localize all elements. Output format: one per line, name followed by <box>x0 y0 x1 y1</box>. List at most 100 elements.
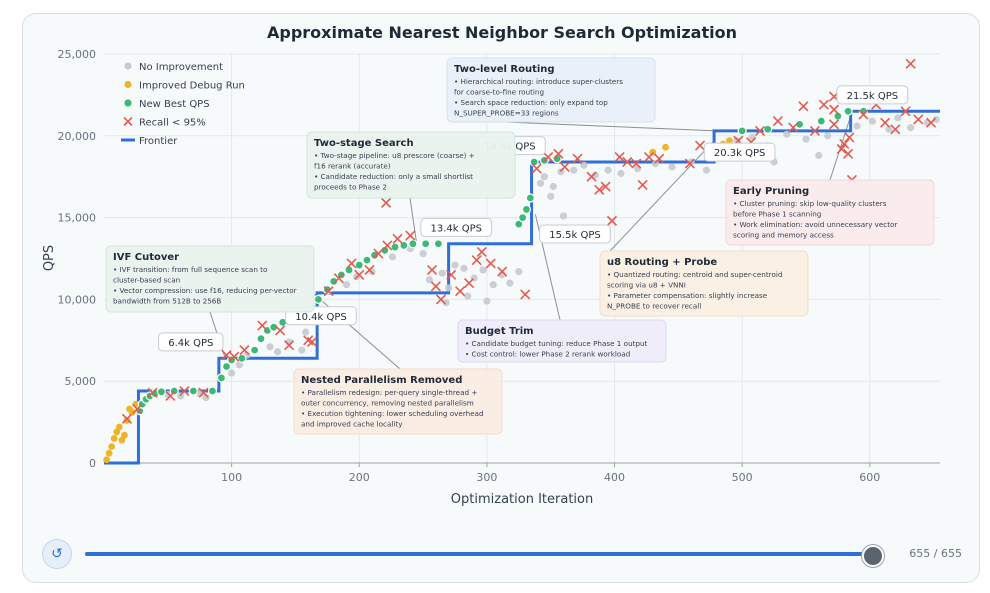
low-recall-point <box>614 152 625 163</box>
best-point <box>525 193 535 203</box>
low-recall-point <box>275 325 286 336</box>
frontier-label: 10.4k QPS <box>295 312 346 323</box>
legend-label: New Best QPS <box>139 99 210 110</box>
best-point <box>188 386 198 396</box>
low-recall-point <box>754 125 766 136</box>
low-recall-point <box>426 264 438 276</box>
no-improvement-point <box>783 130 791 138</box>
no-improvement-point <box>907 124 915 132</box>
annotation-bullet: • Vector compression: use f16, reducing … <box>113 286 297 295</box>
annotation-bullet: scoring and memory access <box>733 231 834 240</box>
low-recall-point <box>455 286 466 297</box>
low-recall-point <box>346 258 357 269</box>
no-improvement-point <box>815 151 823 160</box>
best-point <box>369 250 380 260</box>
x-tick-label: 500 <box>732 471 753 484</box>
low-recall-point <box>631 158 642 169</box>
low-recall-point <box>772 116 783 127</box>
annotation-bullet: cluster-based scan <box>113 276 180 285</box>
reset-button[interactable]: ↺ <box>42 539 72 569</box>
frontier-label: 21.5k QPS <box>847 91 898 102</box>
no-improvement-point <box>489 281 497 289</box>
no-improvement-point <box>298 346 306 354</box>
best-point <box>256 334 266 344</box>
x-tick-label: 200 <box>349 471 370 484</box>
x-tick-label: 100 <box>221 471 242 484</box>
chart-title: Approximate Nearest Neighbor Search Opti… <box>267 23 737 42</box>
best-point <box>843 106 853 116</box>
no-improvement-point <box>460 264 468 272</box>
no-improvement-point <box>894 114 902 122</box>
no-improvement-point <box>668 163 676 171</box>
legend-marker <box>124 62 132 70</box>
low-recall-point <box>381 197 392 208</box>
best-point <box>354 260 364 270</box>
no-improvement-point <box>342 281 351 289</box>
playback-bar: ↺ 655 / 655 <box>22 535 980 575</box>
no-improvement-point <box>885 125 893 133</box>
low-recall-point <box>843 148 854 159</box>
no-improvement-point <box>580 161 588 169</box>
low-recall-point <box>354 269 365 280</box>
annotation-box <box>457 319 667 363</box>
frontier-label: 6.4k QPS <box>168 338 213 349</box>
annotation-box <box>446 57 656 123</box>
low-recall-point <box>905 58 916 69</box>
legend-label: No Improvement <box>139 62 223 73</box>
annotation-bullet: before Phase 1 scanning <box>733 210 821 219</box>
frontier-label: 15.5k QPS <box>549 230 600 241</box>
annotation-title: IVF Cutover <box>113 252 179 263</box>
low-recall-point <box>572 153 583 164</box>
low-recall-point <box>333 273 344 284</box>
low-recall-point <box>520 289 531 300</box>
low-recall-point <box>198 387 209 398</box>
no-improvement-point <box>853 122 861 130</box>
annotation-bullet: N_SUPER_PROBE=33 regions <box>454 109 559 118</box>
best-point <box>737 126 747 136</box>
no-improvement-point <box>604 166 612 174</box>
reset-icon: ↺ <box>51 546 63 562</box>
annotation-bullet: • Cost control: lower Phase 2 rerank wor… <box>465 350 630 359</box>
no-improvement-point <box>273 348 282 356</box>
no-improvement-point <box>228 369 236 377</box>
best-point <box>156 387 167 397</box>
slider-thumb[interactable] <box>862 545 884 567</box>
low-recall-point <box>392 233 403 244</box>
iteration-slider[interactable] <box>85 545 884 567</box>
best-point <box>408 239 418 249</box>
legend-marker <box>124 80 132 89</box>
low-recall-point <box>531 163 542 174</box>
best-point <box>344 265 354 275</box>
no-improvement-point <box>266 343 274 351</box>
no-improvement-point <box>235 361 243 369</box>
low-recall-point <box>405 230 416 241</box>
low-recall-point <box>257 320 268 331</box>
low-recall-point <box>880 117 891 128</box>
annotation-box <box>293 368 503 435</box>
no-improvement-point <box>536 179 545 187</box>
debug-point <box>128 408 136 416</box>
annotation-connector <box>609 140 715 252</box>
low-recall-point <box>306 336 318 348</box>
low-recall-point <box>606 215 618 226</box>
low-recall-point <box>890 124 901 135</box>
annotation-bullet: • Quantized routing: centroid and super-… <box>607 270 782 279</box>
y-tick-label: 15,000 <box>58 212 97 225</box>
best-point <box>521 204 532 215</box>
low-recall-point <box>284 340 295 351</box>
low-recall-point <box>179 385 190 397</box>
no-improvement-point <box>932 115 940 124</box>
no-improvement-point <box>923 119 931 127</box>
no-improvement-point <box>442 299 450 307</box>
no-improvement-point <box>617 169 625 178</box>
annotation-bullet: • Execution tightening: lower scheduling… <box>301 409 484 418</box>
annotation-bullet: • Candidate budget tuning: reduce Phase … <box>465 339 648 348</box>
y-tick-label: 25,000 <box>58 48 97 61</box>
frontier-label-box <box>836 85 909 105</box>
legend-marker <box>123 116 133 127</box>
annotation-bullet: • Parameter compensation: slightly incre… <box>607 291 768 300</box>
no-improvement-point <box>425 276 434 284</box>
best-point <box>362 255 372 265</box>
no-improvement-point <box>479 266 487 274</box>
low-recall-point <box>654 153 665 164</box>
